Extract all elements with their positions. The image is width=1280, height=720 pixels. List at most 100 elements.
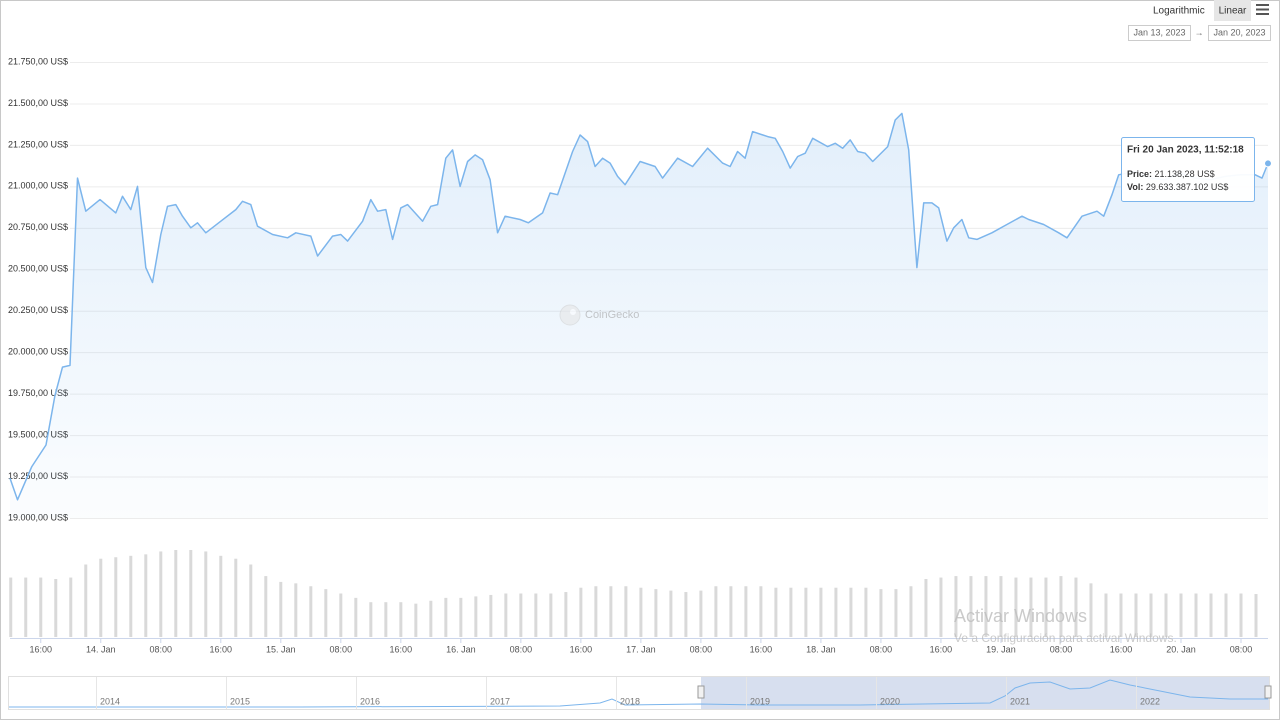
x-tick-label: 16:00 — [1110, 644, 1133, 654]
x-tick-label: 08:00 — [510, 644, 533, 654]
os-watermark-subtitle: Ve a Configuración para activar Windows. — [954, 631, 1177, 645]
x-tick-label: 14. Jan — [86, 644, 116, 654]
tooltip-key: Price: — [1127, 169, 1152, 179]
volume-bar — [1134, 593, 1138, 637]
volume-bar — [444, 597, 448, 637]
price-line — [9, 112, 1269, 501]
volume-bar — [759, 586, 763, 637]
volume-bar — [429, 600, 433, 637]
volume-bar — [9, 577, 13, 637]
date-input[interactable] — [1208, 25, 1271, 41]
volume-bar — [819, 587, 823, 637]
volume-bar — [969, 576, 973, 637]
volume-bar — [234, 558, 238, 637]
volume-bar — [864, 587, 868, 637]
navigator-handle[interactable] — [697, 685, 705, 699]
volume-bar — [669, 590, 673, 637]
volume-bar — [1089, 583, 1093, 637]
x-tick-label: 20. Jan — [1166, 644, 1196, 654]
y-tick-label: 21.500,00 US$ — [8, 98, 68, 108]
volume-bar — [1254, 594, 1258, 637]
volume-bar — [99, 558, 103, 637]
tooltip-value: 21.138,28 US$ — [1155, 169, 1215, 179]
volume-bar — [309, 586, 313, 637]
navigator-label: 2021 — [1010, 696, 1030, 706]
menu-bar — [1256, 4, 1269, 6]
y-tick-label: 21.000,00 US$ — [8, 181, 68, 191]
x-tick-label: 08:00 — [150, 644, 173, 654]
navigator-label: 2020 — [880, 696, 900, 706]
date-input[interactable] — [1128, 25, 1191, 41]
volume-bar — [984, 576, 988, 637]
volume-bar — [1074, 577, 1078, 637]
tooltip-row: Vol: 29.633.387.102 US$ — [1127, 182, 1228, 192]
volume-bar — [489, 594, 493, 637]
volume-bar — [354, 597, 358, 637]
volume-bar — [1194, 593, 1198, 637]
volume-bar — [69, 577, 73, 637]
volume-bar — [579, 587, 583, 637]
volume-bar — [879, 589, 883, 637]
watermark-logo — [559, 304, 581, 326]
volume-bar — [609, 586, 613, 637]
volume-bar — [714, 586, 718, 637]
volume-bar — [1014, 577, 1018, 637]
date-to[interactable]: Jan 20, 2023 — [1213, 27, 1265, 37]
volume-bar — [474, 596, 478, 637]
navigator-label: 2015 — [230, 696, 250, 706]
navigator-label: 2018 — [620, 696, 640, 706]
volume-bar — [1044, 577, 1048, 637]
tooltip-row: Price: 21.138,28 US$ — [1127, 169, 1215, 179]
navigator-label: 2016 — [360, 696, 380, 706]
volume-bar — [144, 554, 148, 637]
tooltip-value: 29.633.387.102 US$ — [1146, 182, 1229, 192]
navigator: 2014 2015 2016 2017 2018 2019 2020 2021 2022 — [8, 676, 1272, 710]
volume-bar — [999, 576, 1003, 637]
x-tick-label: 16:00 — [390, 644, 413, 654]
volume-bar — [369, 602, 373, 637]
x-tick-label: 16. Jan — [446, 644, 476, 654]
volume-bar — [504, 593, 508, 637]
navigator-label: 2022 — [1140, 696, 1160, 706]
x-tick-label: 16:00 — [210, 644, 233, 654]
navigator-label: 2019 — [750, 696, 770, 706]
tooltip-box — [1121, 137, 1255, 202]
volume-bar — [549, 593, 553, 637]
navigator-label: 2014 — [100, 696, 120, 706]
x-tick-label: 16:00 — [930, 644, 953, 654]
volume-bar — [834, 587, 838, 637]
menu-button[interactable] — [1256, 4, 1269, 15]
x-tick-label: 19. Jan — [986, 644, 1016, 654]
volume-bar — [279, 581, 283, 637]
price-area — [10, 113, 1268, 519]
volume-bar — [204, 551, 208, 637]
navigator-selection[interactable] — [701, 677, 1269, 709]
volume-bar — [519, 593, 523, 637]
volume-bar — [1164, 593, 1168, 637]
tooltip-key: Vol: — [1127, 182, 1143, 192]
volume-bar — [654, 589, 658, 637]
volume-bar — [24, 577, 28, 637]
date-separator: → — [1195, 27, 1204, 37]
volume-bar — [339, 593, 343, 637]
x-tick-label: 17. Jan — [626, 644, 656, 654]
scale-option-active-bg[interactable] — [1214, 0, 1251, 21]
scale-option[interactable]: Linear — [1219, 6, 1247, 17]
volume-bar — [159, 551, 163, 637]
volume-bar — [1059, 576, 1063, 637]
volume-bar — [459, 597, 463, 637]
volume-bar — [699, 590, 703, 637]
volume-bar — [1224, 593, 1228, 637]
volume-bar — [849, 587, 853, 637]
date-from[interactable]: Jan 13, 2023 — [1133, 27, 1185, 37]
volume-bar — [684, 592, 688, 637]
volume-bar — [1119, 593, 1123, 637]
volume-bar — [174, 550, 178, 637]
volume-bar — [39, 577, 43, 637]
navigator-handle[interactable] — [1264, 685, 1272, 699]
x-tick-label: 08:00 — [870, 644, 893, 654]
watermark-logo-eye — [570, 309, 576, 315]
scale-option[interactable]: Logarithmic — [1153, 6, 1205, 17]
volume-bar — [774, 587, 778, 637]
